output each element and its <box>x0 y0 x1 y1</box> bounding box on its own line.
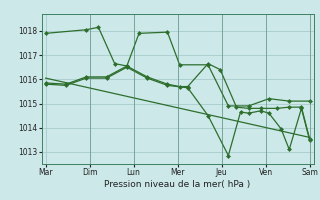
X-axis label: Pression niveau de la mer( hPa ): Pression niveau de la mer( hPa ) <box>104 180 251 189</box>
